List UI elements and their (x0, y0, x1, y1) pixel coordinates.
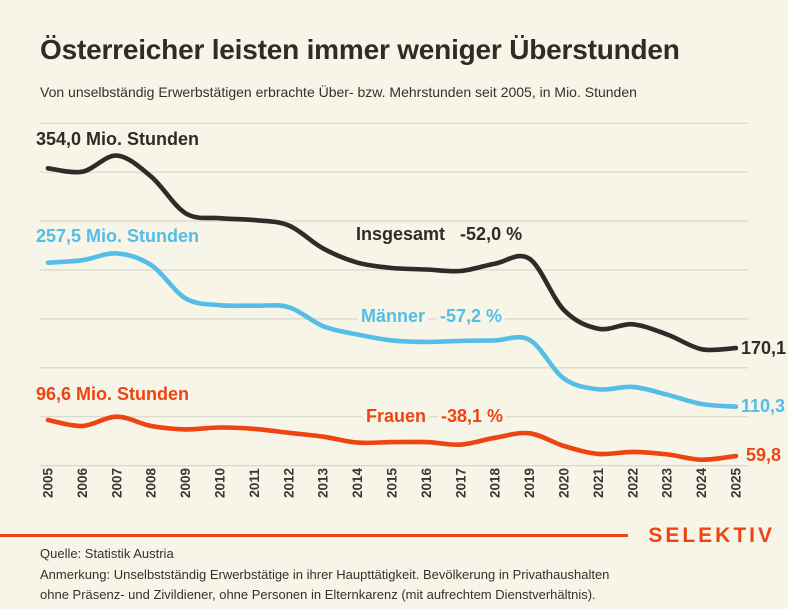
year-label-2025: 2025 (729, 467, 744, 498)
line-chart: 2005 2006 2007 2008 2009 2010 2011 2012 2013 2014… (40, 122, 748, 498)
year-label-2022: 2022 (625, 468, 640, 498)
year-label-2014: 2014 (350, 467, 365, 498)
year-label-2024: 2024 (694, 467, 709, 498)
year-label-2011: 2011 (247, 468, 262, 498)
page-subtitle: Von unselbständig Erwerbstätigen erbrach… (40, 84, 637, 100)
year-label-2009: 2009 (178, 468, 193, 498)
year-label-2008: 2008 (144, 467, 159, 498)
year-label-2015: 2015 (385, 467, 400, 498)
series-pct-men: -57,2 % (437, 306, 506, 326)
annotation-line-2: ohne Präsenz- und Zivildiener, ohne Pers… (40, 586, 596, 602)
year-label-2018: 2018 (488, 467, 503, 498)
series-name-men: Männer (358, 306, 429, 326)
annotation-note: Anmerkung: Unselbstständig Erwerbstätige… (40, 565, 609, 604)
source-note: Quelle: Statistik Austria (40, 546, 174, 561)
line-frauen (45, 414, 739, 463)
page-title: Österreicher leisten immer weniger Übers… (40, 34, 680, 65)
year-label-2016: 2016 (419, 467, 434, 498)
end-value-men: 110,3 (738, 396, 788, 416)
end-value-women: 59,8 (743, 445, 785, 465)
series-lines (45, 153, 739, 463)
year-label-2005: 2005 (41, 467, 56, 498)
year-label-2017: 2017 (453, 468, 468, 498)
annotation-line-1: Anmerkung: Unselbstständig Erwerbstätige… (40, 567, 610, 582)
series-pct-women: -38,1 % (438, 406, 507, 426)
start-value-women: 96,6 Mio. Stunden (33, 384, 193, 404)
series-name-women: Frauen (363, 406, 430, 426)
series-label-men: Männer -57,2 % (358, 306, 506, 326)
start-value-total: 354,0 Mio. Stunden (33, 129, 203, 149)
year-label-2023: 2023 (660, 467, 675, 498)
series-pct-total: -52,0 % (457, 224, 526, 244)
year-label-2010: 2010 (213, 468, 228, 498)
line-insgesamt (45, 153, 739, 353)
brand-logo: SELEKTIV (648, 524, 775, 547)
series-label-total: Insgesamt -52,0 % (353, 224, 526, 244)
year-label-2013: 2013 (316, 467, 331, 498)
line-männer (45, 251, 739, 409)
year-label-2012: 2012 (281, 468, 296, 498)
year-label-2019: 2019 (522, 468, 537, 498)
footer-divider (0, 534, 628, 537)
year-label-2021: 2021 (591, 467, 606, 498)
year-label-2006: 2006 (75, 467, 90, 498)
year-label-2020: 2020 (557, 468, 572, 498)
year-label-2007: 2007 (109, 468, 124, 498)
x-axis-labels: 2005 2006 2007 2008 2009 2010 2011 2012 2013 2014… (41, 467, 744, 498)
series-label-women: Frauen -38,1 % (363, 406, 507, 426)
end-value-total: 170,1 (738, 338, 788, 358)
series-name-total: Insgesamt (353, 224, 449, 244)
start-value-men: 257,5 Mio. Stunden (33, 226, 203, 246)
